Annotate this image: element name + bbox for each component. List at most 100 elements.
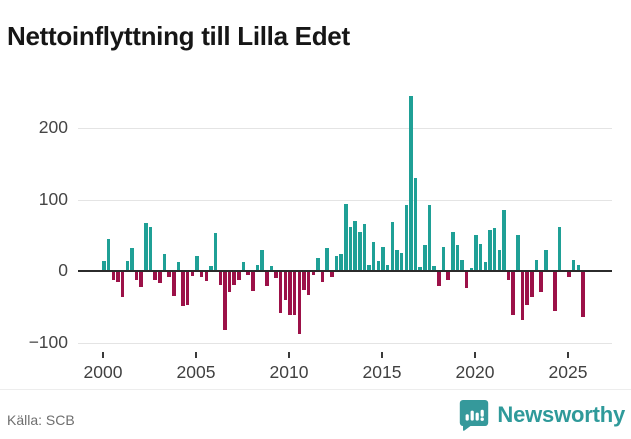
- bar-2022Q1: [511, 271, 515, 315]
- bar-2000Q4: [116, 271, 120, 282]
- bar-2021Q4: [506, 271, 511, 280]
- bar-2015Q1: [381, 246, 385, 271]
- source-label: Källa: SCB: [7, 412, 75, 428]
- bar-2019Q1: [455, 245, 460, 271]
- bar-2009Q1: [269, 265, 274, 271]
- gridline: [78, 199, 612, 201]
- bar-2017Q4: [432, 265, 436, 271]
- bar-2025Q3: [576, 265, 581, 271]
- bar-2002Q4: [153, 271, 157, 280]
- bar-2015Q2: [385, 264, 390, 271]
- bar-2004Q3: [185, 271, 190, 306]
- bar-2020Q1: [474, 234, 478, 271]
- bar-2025Q4: [581, 271, 585, 318]
- bar-2000Q3: [111, 271, 116, 280]
- x-axis-tick-label: 2010: [269, 362, 309, 382]
- gridline: [78, 342, 612, 344]
- brand-name: Newsworthy: [497, 402, 625, 427]
- bar-2003Q3: [167, 271, 171, 278]
- x-axis-tick-label: 2005: [176, 362, 216, 382]
- bar-2002Q3: [148, 227, 153, 271]
- bar-2025Q2: [571, 259, 576, 271]
- bar-2017Q1: [418, 267, 422, 271]
- bar-2019Q4: [469, 268, 474, 271]
- bar-2003Q4: [172, 271, 176, 297]
- bar-2008Q2: [255, 264, 260, 271]
- bar-2016Q2: [404, 204, 408, 271]
- bar-2018Q3: [446, 271, 450, 280]
- bar-2007Q4: [246, 271, 250, 276]
- x-axis-tick: [102, 352, 104, 358]
- bar-2005Q1: [195, 255, 199, 271]
- bar-2024Q3: [557, 227, 562, 271]
- bar-2007Q1: [232, 271, 236, 285]
- bar-2016Q3: [409, 95, 413, 271]
- x-axis-tick-label: 2000: [83, 362, 123, 382]
- bar-2015Q4: [395, 249, 399, 271]
- bar-2016Q4: [413, 178, 418, 271]
- bar-2008Q4: [265, 271, 269, 286]
- bar-2011Q2: [311, 271, 315, 275]
- x-axis-tick-label: 2020: [455, 362, 495, 382]
- x-axis-tick-label: 2015: [362, 362, 402, 382]
- bar-2004Q1: [176, 261, 181, 271]
- bar-2014Q3: [371, 242, 376, 271]
- bar-2021Q3: [502, 209, 506, 271]
- bar-2010Q2: [292, 271, 297, 315]
- bar-2006Q4: [227, 271, 232, 293]
- bar-2018Q4: [451, 231, 455, 271]
- footer: Källa: SCB Newsworthy: [0, 389, 631, 439]
- bar-2003Q1: [158, 271, 162, 284]
- bar-2001Q2: [125, 260, 129, 271]
- bar-2006Q1: [213, 233, 218, 271]
- y-axis-tick-label: 200: [38, 117, 68, 137]
- x-axis-tick-label: 2025: [548, 362, 588, 382]
- bar-2011Q3: [316, 258, 320, 271]
- bar-2017Q3: [427, 205, 432, 271]
- bar-2000Q1: [102, 260, 106, 271]
- y-axis-tick-label: 100: [38, 188, 68, 209]
- plot-area: 200 100 0 −100 2000 2005 2010 2015 2020 2025: [29, 70, 612, 382]
- x-axis-tick: [567, 352, 569, 358]
- gridline: [78, 128, 612, 129]
- x-axis-tick: [381, 352, 383, 358]
- bar-2004Q4: [190, 271, 195, 276]
- bar-2009Q3: [278, 271, 283, 314]
- bar-2017Q2: [423, 244, 427, 271]
- bar-2005Q2: [199, 271, 204, 278]
- bar-2013Q4: [358, 232, 362, 271]
- bar-2014Q4: [376, 260, 381, 271]
- bar-2001Q4: [134, 271, 139, 280]
- x-axis-tick: [474, 352, 476, 358]
- x-axis-zero-line: [78, 269, 612, 273]
- newsworthy-badge-icon: [460, 400, 489, 431]
- bar-2018Q2: [441, 247, 446, 271]
- bar-2005Q4: [209, 265, 213, 271]
- bar-2019Q3: [464, 271, 469, 289]
- bar-2023Q3: [539, 271, 543, 292]
- bar-2012Q1: [325, 248, 329, 271]
- bar-2004Q2: [181, 271, 185, 307]
- bar-2006Q3: [223, 271, 227, 330]
- x-axis-tick: [195, 352, 197, 358]
- page-title: Nettoinflyttning till Lilla Edet: [7, 21, 350, 52]
- bar-2008Q1: [251, 271, 255, 292]
- bar-2018Q1: [437, 271, 441, 286]
- bar-2005Q3: [204, 271, 209, 281]
- bar-2013Q2: [348, 227, 353, 271]
- bar-2010Q3: [297, 271, 302, 334]
- bar-2006Q2: [218, 271, 222, 285]
- bar-2003Q2: [162, 253, 167, 271]
- bar-2021Q2: [497, 249, 501, 271]
- bar-2023Q1: [530, 271, 534, 298]
- bar-2024Q2: [553, 271, 557, 312]
- bar-2013Q1: [344, 203, 348, 271]
- bar-2022Q3: [520, 271, 525, 321]
- bar-2010Q4: [302, 271, 306, 290]
- bar-2007Q3: [241, 262, 246, 271]
- bar-2011Q4: [320, 271, 325, 283]
- bar-2002Q2: [144, 223, 148, 271]
- bar-2022Q2: [516, 235, 520, 271]
- bar-2007Q2: [237, 271, 241, 280]
- x-axis-tick: [288, 352, 290, 358]
